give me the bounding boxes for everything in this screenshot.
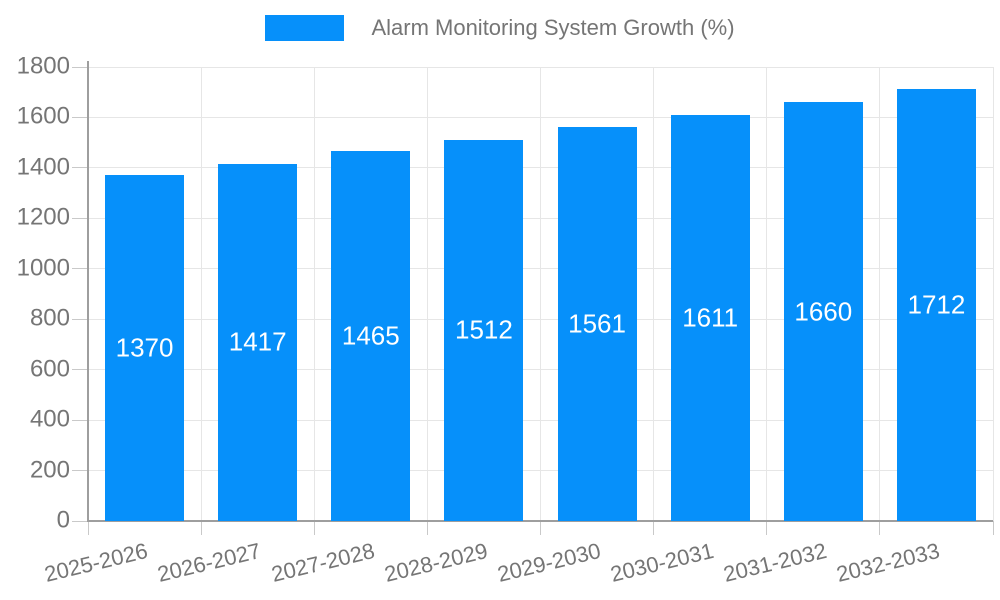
y-axis-label: 800 bbox=[29, 304, 70, 332]
bar-2028-2029[interactable]: 1512 bbox=[444, 139, 524, 521]
legend-label[interactable]: Alarm Monitoring System Growth (%) bbox=[371, 15, 735, 40]
y-axis-label: 400 bbox=[29, 405, 70, 433]
y-axis-tick bbox=[72, 217, 88, 219]
bar-2031-2032[interactable]: 1660 bbox=[783, 102, 863, 521]
x-gridline bbox=[200, 67, 202, 521]
x-gridline bbox=[540, 67, 541, 521]
x-gridline bbox=[766, 67, 768, 521]
x-axis-label: 2025-2026 bbox=[42, 538, 151, 587]
y-axis-tick bbox=[72, 66, 88, 68]
bar-2030-2031[interactable]: 1611 bbox=[670, 114, 750, 521]
x-axis-label: 2030-2031 bbox=[607, 538, 717, 587]
bar-2032-2033[interactable]: 1712 bbox=[896, 89, 976, 521]
y-axis-tick bbox=[72, 369, 88, 371]
x-axis-tick bbox=[426, 521, 428, 535]
x-axis-label: 2026-2027 bbox=[155, 538, 264, 587]
y-axis-tick bbox=[72, 318, 88, 320]
x-axis-tick bbox=[200, 521, 202, 535]
bar-value-label: 1611 bbox=[682, 302, 739, 333]
bar-value-label: 1465 bbox=[341, 320, 400, 351]
x-axis-tick bbox=[766, 521, 768, 535]
bar-value-label: 1712 bbox=[907, 289, 966, 320]
y-axis-tick bbox=[72, 116, 88, 118]
x-gridline bbox=[426, 67, 428, 521]
bar-2025-2026[interactable]: 1370 bbox=[105, 175, 185, 521]
x-axis-tick bbox=[313, 521, 315, 535]
legend: Alarm Monitoring System Growth (%) bbox=[0, 15, 1000, 41]
bar-2027-2028[interactable]: 1465 bbox=[331, 151, 411, 521]
bar-value-label: 1370 bbox=[115, 332, 174, 363]
x-axis-line bbox=[87, 520, 993, 522]
y-axis-label: 1800 bbox=[16, 52, 70, 80]
x-axis-tick bbox=[87, 521, 89, 535]
x-axis-label: 2029-2030 bbox=[494, 538, 603, 587]
y-axis-label: 1600 bbox=[16, 102, 70, 130]
y-axis-label: 0 bbox=[56, 506, 70, 534]
y-axis-tick bbox=[72, 167, 88, 169]
y-axis-label: 1000 bbox=[16, 254, 70, 282]
bar-value-label: 1660 bbox=[794, 296, 853, 327]
y-axis-tick bbox=[72, 419, 88, 421]
y-axis-label: 1400 bbox=[16, 153, 70, 181]
bar-value-label: 1512 bbox=[455, 314, 513, 345]
x-gridline bbox=[653, 67, 655, 521]
x-gridline bbox=[879, 67, 881, 521]
y-axis-line bbox=[87, 61, 89, 521]
x-axis-tick bbox=[879, 521, 881, 535]
y-axis-tick bbox=[72, 520, 88, 522]
bar-value-label: 1417 bbox=[228, 326, 287, 357]
x-axis-tick bbox=[992, 521, 994, 535]
legend-swatch[interactable] bbox=[265, 15, 345, 41]
x-axis-label: 2032-2033 bbox=[834, 538, 943, 587]
y-axis-label: 600 bbox=[29, 355, 70, 383]
y-axis-label: 200 bbox=[29, 455, 70, 483]
y-axis-tick bbox=[72, 470, 88, 472]
y-axis-tick bbox=[72, 268, 88, 270]
bar-2029-2030[interactable]: 1561 bbox=[557, 127, 637, 521]
x-axis-tick bbox=[653, 521, 655, 535]
bar-2026-2027[interactable]: 1417 bbox=[218, 163, 298, 521]
x-gridline bbox=[313, 67, 315, 521]
y-axis-label: 1200 bbox=[16, 203, 70, 231]
x-axis-tick bbox=[540, 521, 541, 535]
x-axis-label: 2031-2032 bbox=[721, 538, 830, 587]
x-axis-label: 2027-2028 bbox=[268, 538, 377, 587]
x-axis-label: 2028-2029 bbox=[381, 538, 490, 587]
bar-value-label: 1561 bbox=[568, 308, 626, 339]
x-gridline bbox=[992, 67, 994, 521]
